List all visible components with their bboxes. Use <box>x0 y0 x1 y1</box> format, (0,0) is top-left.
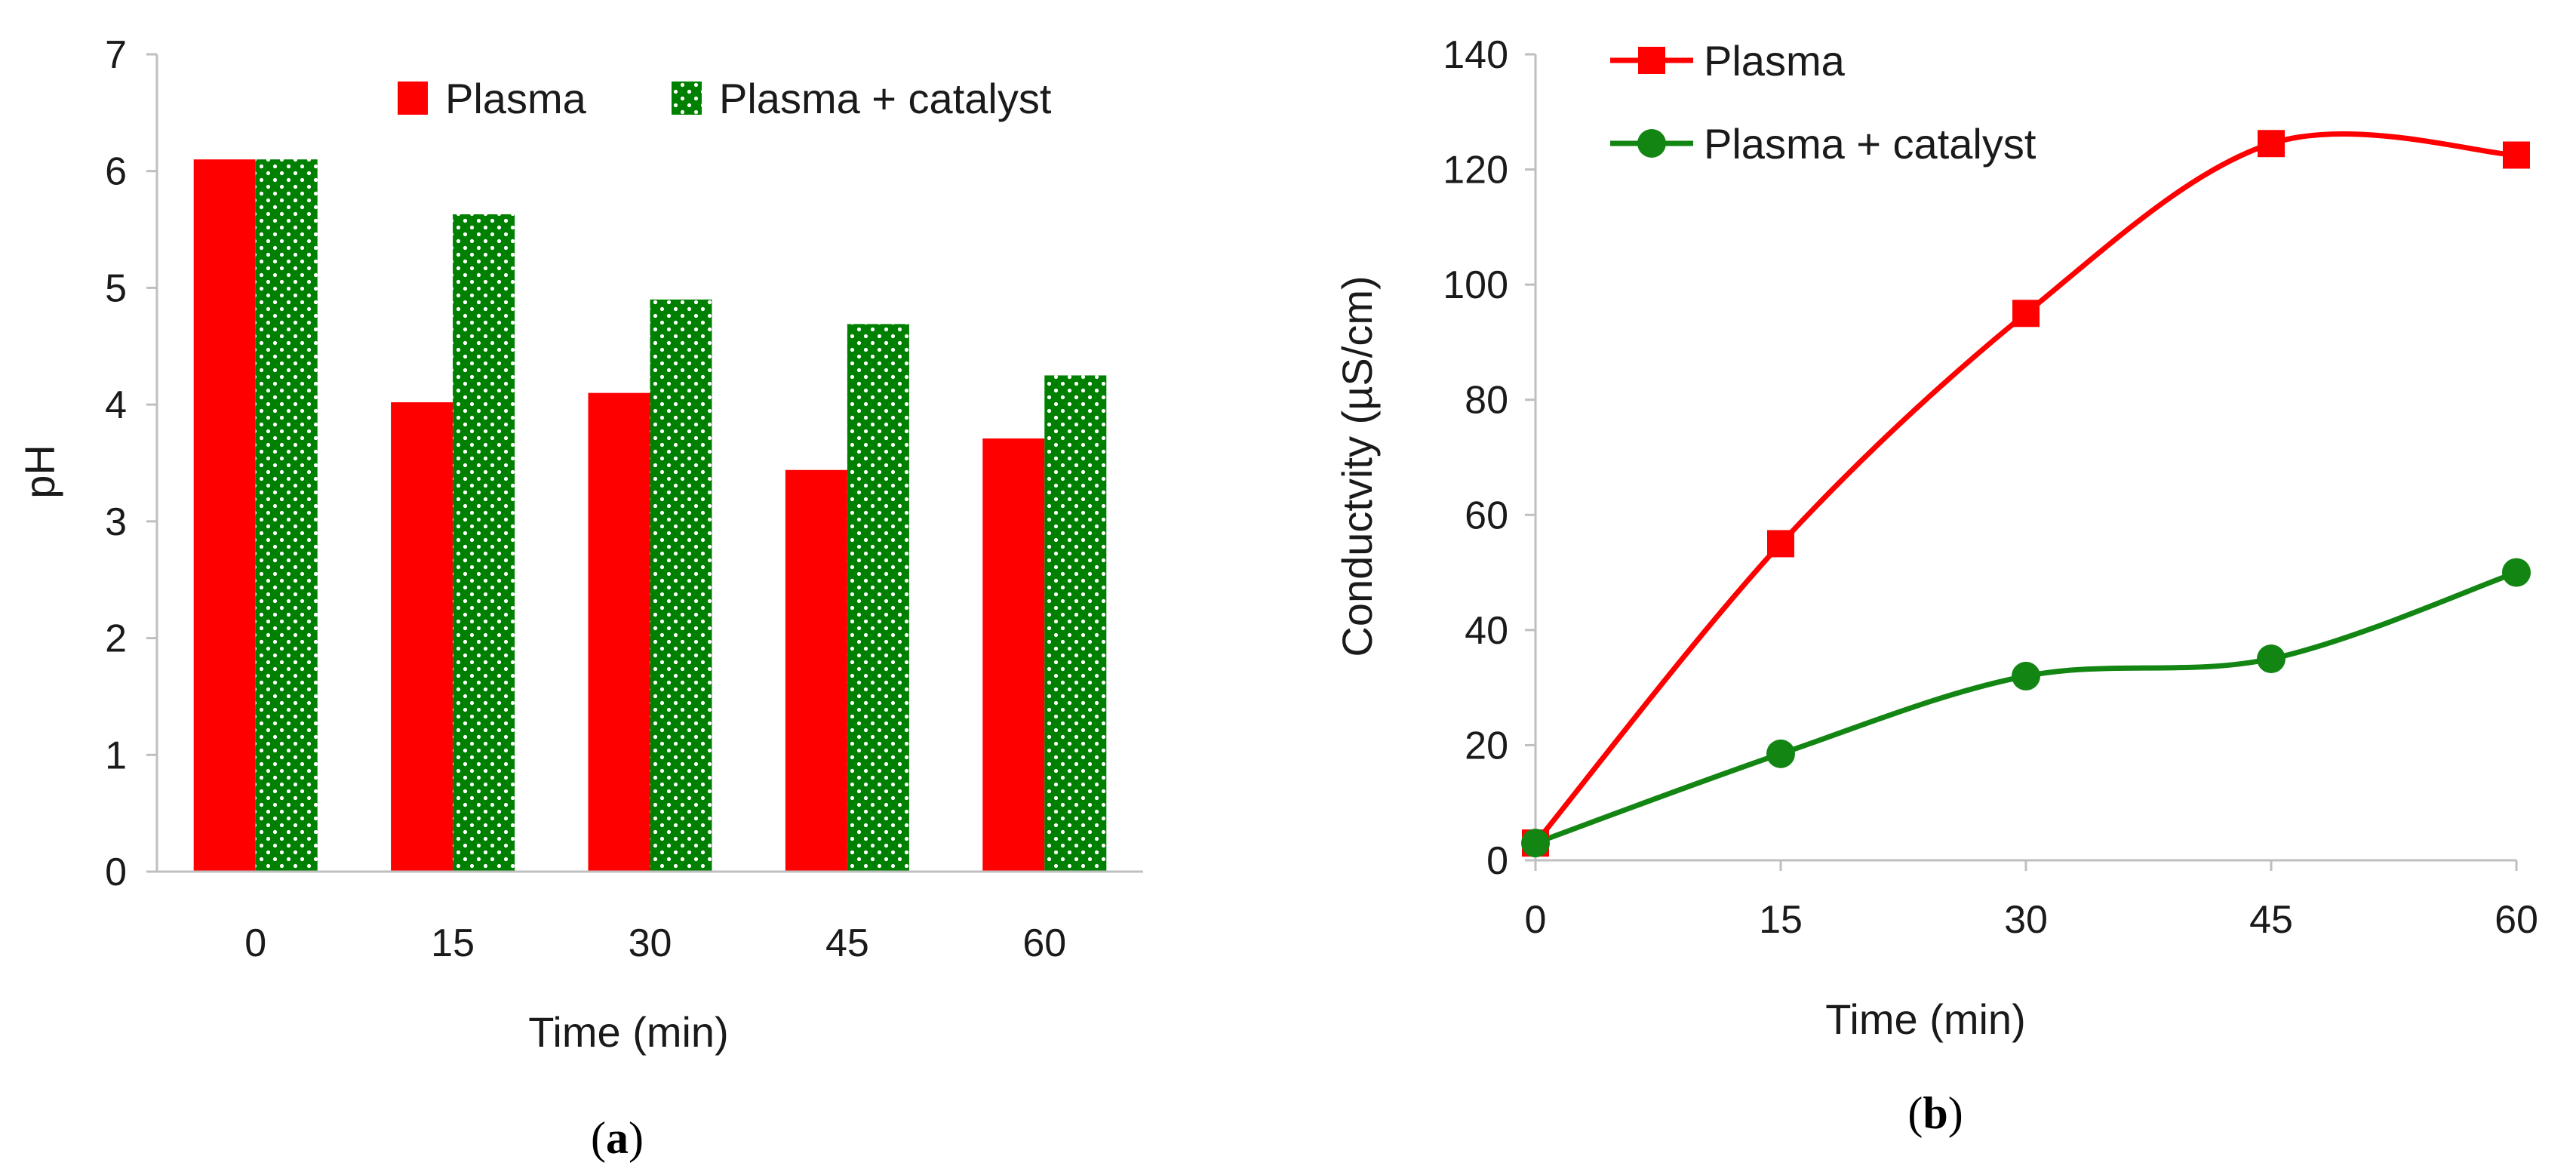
point-plasma-catalyst-30 <box>2012 661 2040 691</box>
x-tick-label: 45 <box>2249 898 2293 942</box>
point-plasma-catalyst-60 <box>2502 558 2531 587</box>
y-axis-title: Conductvity (µS/cm) <box>1333 275 1381 657</box>
legend-item-plasma-catalyst: Plasma + catalyst <box>672 75 1052 122</box>
legend-item-plasma: Plasma <box>398 75 587 122</box>
y-tick-label: 80 <box>1465 379 1508 423</box>
y-tick-labels: 0 20 40 60 80 100 120 140 <box>1443 33 1535 883</box>
line-plasma <box>1533 131 2517 845</box>
y-tick-label: 2 <box>105 617 127 661</box>
bar-plasma-catalyst-0 <box>255 159 318 872</box>
legend: Plasma Plasma + catalyst <box>1610 37 2037 168</box>
bar-plasma-catalyst-15 <box>453 214 515 872</box>
line-plasma-catalyst <box>1534 570 2518 846</box>
x-tick-label: 0 <box>1525 898 1547 942</box>
bar-plasma-15 <box>391 402 453 872</box>
y-tick-label: 60 <box>1465 494 1508 537</box>
bar-plasma-catalyst-60 <box>1044 375 1107 872</box>
legend-label-plasma: Plasma <box>445 75 587 122</box>
y-tick-label: 5 <box>105 266 127 310</box>
point-plasma-catalyst-15 <box>1766 739 1795 768</box>
point-plasma-45 <box>2258 130 2285 158</box>
bar-plasma-0 <box>193 159 256 872</box>
y-tick-label: 20 <box>1465 724 1508 767</box>
point-plasma-60 <box>2503 141 2530 169</box>
caption-a: (a) <box>591 1113 644 1163</box>
bar-plasma-catalyst-30 <box>650 299 712 872</box>
legend-label-plasma-catalyst: Plasma + catalyst <box>1704 120 2037 168</box>
y-tick-label: 4 <box>105 383 127 427</box>
bar-plasma-30 <box>588 392 650 872</box>
legend: Plasma Plasma + catalyst <box>398 75 1052 122</box>
point-plasma-15 <box>1767 530 1794 558</box>
y-tick-labels: 0 1 2 3 4 5 6 7 <box>105 33 157 894</box>
legend-item-plasma-catalyst: Plasma + catalyst <box>1610 120 2037 168</box>
point-plasma-catalyst-45 <box>2257 644 2286 673</box>
x-tick-label: 15 <box>1759 898 1803 942</box>
y-tick-label: 140 <box>1443 33 1508 77</box>
x-tick-labels: 0 15 30 45 60 <box>244 921 1066 965</box>
point-plasma-30 <box>2012 300 2040 328</box>
y-tick-label: 0 <box>1486 839 1508 883</box>
x-axis-title: Time (min) <box>528 1008 728 1056</box>
bar-plasma-45 <box>785 469 847 872</box>
legend-marker-plasma <box>1638 47 1665 74</box>
y-tick-label: 40 <box>1465 609 1508 653</box>
x-tick-label: 0 <box>244 921 266 965</box>
x-axis-title: Time (min) <box>1825 995 2025 1043</box>
y-tick-label: 120 <box>1443 149 1508 192</box>
y-tick-label: 100 <box>1443 263 1508 307</box>
legend-swatch-plasma-catalyst <box>672 82 702 115</box>
legend-item-plasma: Plasma <box>1610 37 1846 85</box>
x-tick-label: 60 <box>2495 898 2538 942</box>
point-plasma-catalyst-0 <box>1521 829 1550 858</box>
conductivity-series <box>1521 130 2531 858</box>
x-tick-label: 60 <box>1022 921 1066 965</box>
y-tick-label: 7 <box>105 33 127 77</box>
x-tick-label: 45 <box>825 921 869 965</box>
x-tick-marks <box>1534 860 2518 871</box>
x-tick-labels: 0 15 30 45 60 <box>1525 898 2538 942</box>
y-tick-label: 0 <box>105 850 127 894</box>
y-tick-label: 3 <box>105 500 127 544</box>
bar-plasma-60 <box>982 438 1045 872</box>
x-tick-label: 30 <box>629 921 672 965</box>
ph-bars <box>193 159 1107 872</box>
legend-marker-plasma-catalyst <box>1637 129 1666 158</box>
legend-label-plasma: Plasma <box>1704 37 1846 85</box>
x-tick-label: 15 <box>431 921 475 965</box>
bar-plasma-catalyst-45 <box>847 324 909 872</box>
legend-swatch-plasma <box>398 82 428 115</box>
x-tick-label: 30 <box>2004 898 2048 942</box>
y-tick-label: 6 <box>105 150 127 194</box>
legend-label-plasma-catalyst: Plasma + catalyst <box>719 75 1052 122</box>
y-tick-label: 1 <box>105 734 127 777</box>
y-axis-title: pH <box>16 444 63 499</box>
caption-b: (b) <box>1907 1088 1963 1138</box>
